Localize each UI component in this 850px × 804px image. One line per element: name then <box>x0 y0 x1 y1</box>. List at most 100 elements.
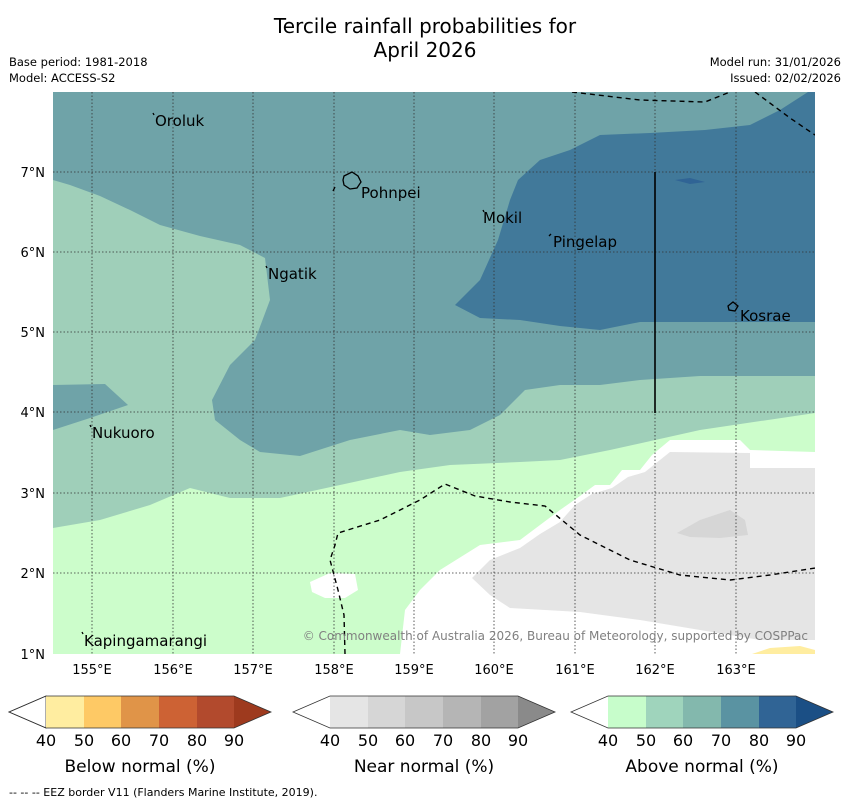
lon-label-156: 156°E <box>153 663 193 678</box>
lat-label-5: 5°N <box>21 326 46 341</box>
lat-label-4: 4°N <box>21 406 46 421</box>
eez-border-south <box>329 483 815 654</box>
lat-label-1: 1°N <box>21 648 46 663</box>
colorbar-below-tick-60: 60 <box>111 731 131 750</box>
colorbar-near-extend-high <box>518 696 555 728</box>
colorbar-above-swatch-80-90 <box>759 696 796 728</box>
kapingamarangi-dot-icon <box>81 631 84 635</box>
colorbar-below-outline <box>7 695 273 729</box>
pohnpei-island-icon <box>342 171 362 190</box>
place-pingelap: Pingelap <box>553 233 617 251</box>
lat-label-2: 2°N <box>21 567 46 582</box>
colorbar-near-swatches <box>291 695 557 729</box>
model-name: Model: ACCESS-S2 <box>9 71 116 85</box>
issued-date: Issued: 02/02/2026 <box>730 71 841 85</box>
colorbar-below: 40 50 60 70 80 90 Below normal (%) <box>7 695 273 777</box>
place-labels: Oroluk Pohnpei Mokil Pingelap Ngatik Kos… <box>84 112 791 650</box>
colorbar-above-swatch-40-50 <box>608 696 646 728</box>
model-run: Model run: 31/01/2026 <box>709 55 841 69</box>
colorbar-near: 40 50 60 70 80 90 Near normal (%) <box>291 695 557 777</box>
colorbar-above-tick-60: 60 <box>673 731 693 750</box>
colorbar-near-tick-40: 40 <box>320 731 340 750</box>
lon-label-158: 158°E <box>314 663 354 678</box>
colorbar-above-swatch-70-80 <box>721 696 759 728</box>
colorbar-below-tick-80: 80 <box>187 731 207 750</box>
copyright-notice: © Commonwealth of Australia 2026, Bureau… <box>303 629 808 643</box>
colorbar-near-swatch-80-90 <box>481 696 518 728</box>
colorbar-near-swatch-40-50 <box>330 696 368 728</box>
colorbar-below-swatch-80-90 <box>197 696 234 728</box>
colorbar-near-swatch-50-60 <box>368 696 405 728</box>
place-oroluk: Oroluk <box>155 112 204 130</box>
lon-label-160: 160°E <box>474 663 514 678</box>
pingelap-dot-icon <box>548 233 552 237</box>
colorbar-below-swatches <box>7 695 273 729</box>
colorbar-below-extend-high <box>234 696 271 728</box>
graticule <box>53 92 815 654</box>
colorbar-above-ticks: 40 50 60 70 80 90 <box>598 731 806 750</box>
meta-right: Model run: 31/01/2026 Issued: 02/02/2026 <box>710 54 841 86</box>
colorbar-above-swatch-50-60 <box>646 696 683 728</box>
above-80-90-patch <box>675 178 705 184</box>
lat-label-7: 7°N <box>21 166 46 181</box>
ant-atoll-icon <box>332 186 336 192</box>
colorbar-below-swatch-60-70 <box>121 696 159 728</box>
colorbar-below-extend-low <box>7 695 47 729</box>
colorbar-below-tick-50: 50 <box>74 731 94 750</box>
base-period: Base period: 1981-2018 <box>9 55 148 69</box>
place-nukuoro: Nukuoro <box>92 424 155 442</box>
colorbar-near-label: Near normal (%) <box>354 757 494 777</box>
above-60-70-patch <box>53 384 128 430</box>
place-kosrae: Kosrae <box>740 307 791 325</box>
latitude-labels: 7°N 6°N 5°N 4°N 3°N 2°N 1°N <box>21 166 46 663</box>
eez-borders <box>329 92 815 654</box>
colorbar-above-tick-90: 90 <box>786 731 806 750</box>
colorbar-near-tick-60: 60 <box>395 731 415 750</box>
place-pohnpei: Pohnpei <box>361 184 421 202</box>
colorbar-above-swatches <box>569 695 835 729</box>
colorbar-above-outline <box>569 695 835 729</box>
colorbar-near-swatch-60-70 <box>405 696 443 728</box>
colorbar-near-tick-70: 70 <box>433 731 453 750</box>
lon-label-159: 159°E <box>394 663 434 678</box>
lon-label-163: 163°E <box>716 663 756 678</box>
colorbar-below-swatch-50-60 <box>84 696 121 728</box>
colorbar-above: 40 50 60 70 80 90 Above normal (%) <box>569 695 835 777</box>
colorbar-below-swatch-40-50 <box>46 696 84 728</box>
ngatik-dot-icon <box>265 265 268 269</box>
colorbar-above-extend-high <box>796 696 833 728</box>
colorbar-above-extend-low <box>571 696 608 728</box>
near-40-50-region <box>472 452 815 640</box>
colorbar-near-ticks: 40 50 60 70 80 90 <box>320 731 528 750</box>
islands <box>81 112 739 635</box>
eez-border-north <box>571 92 815 136</box>
map-title: Tercile rainfall probabilities for April… <box>0 14 850 62</box>
kosrae-island-icon <box>727 301 739 312</box>
nukuoro-dot-icon <box>89 424 92 428</box>
colorbar-near-tick-80: 80 <box>471 731 491 750</box>
lat-label-6: 6°N <box>21 246 46 261</box>
colorbar-below-tick-90: 90 <box>224 731 244 750</box>
colorbar-below-swatch-70-80 <box>159 696 197 728</box>
oroluk-dot-icon <box>152 112 155 116</box>
colorbar-above-tick-40: 40 <box>598 731 618 750</box>
colorbar-below-tick-40: 40 <box>36 731 56 750</box>
mokil-dot-icon <box>482 209 485 213</box>
colorbar-above-label: Above normal (%) <box>625 757 778 777</box>
colorbar-above-swatch-60-70 <box>683 696 721 728</box>
place-mokil: Mokil <box>483 209 522 227</box>
colorbar-near-tick-90: 90 <box>508 731 528 750</box>
colorbar-below-label: Below normal (%) <box>65 757 216 777</box>
eez-footnote: -- -- -- EEZ border V11 (Flanders Marine… <box>9 786 318 799</box>
colorbar-near-tick-50: 50 <box>358 731 378 750</box>
colorbar-below-ticks: 40 50 60 70 80 90 <box>36 731 244 750</box>
lon-label-157: 157°E <box>233 663 273 678</box>
lon-label-161: 161°E <box>555 663 595 678</box>
colorbar-near-outline <box>291 695 557 729</box>
lat-label-3: 3°N <box>21 487 46 502</box>
title-line-2: April 2026 <box>373 38 477 62</box>
colorbar-above-tick-50: 50 <box>636 731 656 750</box>
colorbar-above-tick-70: 70 <box>711 731 731 750</box>
place-kapingamarangi: Kapingamarangi <box>84 632 207 650</box>
